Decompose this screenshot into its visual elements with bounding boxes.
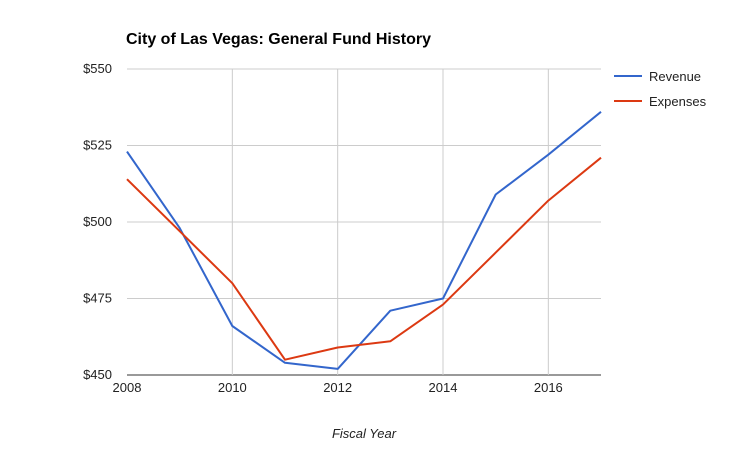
data-point-revenue bbox=[125, 150, 129, 154]
series-line-expenses bbox=[126, 156, 602, 361]
x-tick-label: 2014 bbox=[429, 380, 458, 395]
data-point-expenses bbox=[494, 251, 498, 255]
legend-item-revenue[interactable]: Revenue bbox=[614, 69, 701, 84]
y-tick-label: $450 bbox=[83, 367, 112, 382]
x-tick-label: 2010 bbox=[218, 380, 247, 395]
x-tick-label: 2008 bbox=[113, 380, 142, 395]
legend-label: Expenses bbox=[649, 94, 707, 109]
legend-item-expenses[interactable]: Expenses bbox=[614, 94, 707, 109]
data-point-expenses bbox=[178, 229, 182, 233]
data-point-expenses bbox=[125, 177, 129, 181]
legend-label: Revenue bbox=[649, 69, 701, 84]
x-tick-label: 2012 bbox=[323, 380, 352, 395]
y-tick-label: $550 bbox=[83, 61, 112, 76]
data-point-revenue bbox=[336, 367, 340, 371]
legend[interactable]: Revenue Expenses bbox=[614, 69, 707, 109]
data-point-revenue bbox=[230, 324, 234, 328]
data-point-expenses bbox=[441, 303, 445, 307]
y-tick-label: $525 bbox=[83, 138, 112, 153]
data-point-revenue bbox=[441, 297, 445, 301]
data-point-revenue bbox=[388, 309, 392, 313]
data-point-revenue bbox=[494, 193, 498, 197]
data-point-expenses bbox=[546, 199, 550, 203]
x-tick-label: 2016 bbox=[534, 380, 563, 395]
x-axis-ticks: 2008 2010 2012 2014 2016 bbox=[113, 380, 563, 395]
data-point-revenue bbox=[546, 153, 550, 157]
series-line-revenue bbox=[126, 111, 602, 370]
y-axis-ticks: $550 $525 $500 $475 $450 bbox=[83, 61, 112, 382]
chart-title: City of Las Vegas: General Fund History bbox=[126, 31, 431, 48]
data-point-revenue bbox=[599, 110, 603, 114]
series-lines bbox=[125, 110, 603, 371]
data-point-expenses bbox=[230, 281, 234, 285]
x-axis-label: Fiscal Year bbox=[332, 426, 397, 441]
grid bbox=[127, 68, 601, 376]
data-point-expenses bbox=[283, 358, 287, 362]
data-point-expenses bbox=[336, 346, 340, 350]
data-point-expenses bbox=[388, 339, 392, 343]
y-tick-label: $500 bbox=[83, 214, 112, 229]
data-point-expenses bbox=[599, 156, 603, 160]
y-tick-label: $475 bbox=[83, 291, 112, 306]
